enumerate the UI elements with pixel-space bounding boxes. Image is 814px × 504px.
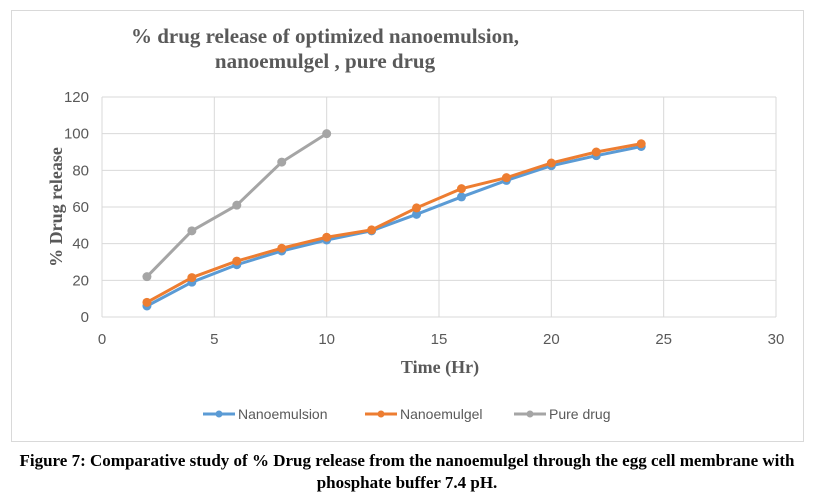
data-point-nanoemulgel — [501, 173, 511, 183]
data-point-pure-drug — [232, 200, 242, 210]
data-point-nanoemulgel — [591, 147, 601, 157]
data-point-nanoemulgel — [636, 139, 646, 149]
data-point-nanoemulgel — [142, 297, 152, 307]
legend-item-pure-drug: Pure drug — [514, 406, 610, 422]
y-tick-label: 20 — [72, 272, 89, 289]
data-point-nanoemulgel — [277, 243, 287, 253]
x-tick-label: 30 — [768, 331, 785, 348]
data-point-pure-drug — [277, 157, 287, 167]
x-axis-title: Time (Hr) — [401, 357, 479, 378]
data-point-nanoemulgel — [367, 225, 377, 235]
data-point-nanoemulgel — [187, 273, 197, 283]
y-tick-label: 80 — [72, 162, 89, 179]
data-point-nanoemulsion — [412, 209, 422, 219]
legend-label: Nanoemulgel — [400, 406, 483, 422]
data-point-nanoemulgel — [546, 158, 556, 168]
series-nanoemulgel — [142, 139, 646, 307]
series-nanoemulsion — [142, 142, 646, 311]
data-point-nanoemulsion — [456, 192, 466, 202]
y-tick-label: 40 — [72, 236, 89, 253]
x-tick-label: 5 — [210, 331, 218, 348]
y-axis-title: % Drug release — [46, 147, 66, 267]
figure-caption: Figure 7: Comparative study of % Drug re… — [19, 451, 795, 492]
data-point-nanoemulgel — [412, 203, 422, 213]
data-point-nanoemulgel — [232, 256, 242, 266]
legend-label: Nanoemulsion — [238, 406, 328, 422]
legend-marker-nanoemulgel — [377, 410, 385, 418]
chart-title: % drug release of optimized nanoemulsion… — [130, 24, 520, 73]
x-tick-label: 20 — [543, 331, 560, 348]
x-tick-label: 15 — [431, 331, 448, 348]
series-line-nanoemulgel — [146, 142, 642, 304]
y-tick-label: 0 — [81, 309, 89, 326]
data-point-pure-drug — [322, 129, 332, 139]
legend-marker-pure-drug — [526, 410, 534, 418]
legend-marker-nanoemulsion — [215, 410, 223, 418]
legend-item-nanoemulgel: Nanoemulgel — [365, 406, 483, 422]
x-tick-label: 10 — [318, 331, 335, 348]
x-tick-label: 25 — [655, 331, 672, 348]
y-tick-label: 60 — [72, 199, 89, 216]
data-point-pure-drug — [142, 272, 152, 282]
y-tick-labels: 0 20 40 60 80 100 120 — [64, 89, 89, 326]
series-pure-drug — [142, 129, 332, 282]
legend-label: Pure drug — [549, 406, 610, 422]
series-group — [142, 129, 646, 311]
data-point-nanoemulgel — [456, 184, 466, 194]
x-tick-label: 0 — [98, 331, 106, 348]
series-line-nanoemulsion — [146, 145, 642, 308]
data-point-nanoemulgel — [322, 232, 332, 242]
x-tick-labels: 0 5 10 15 20 25 30 — [98, 331, 785, 348]
legend: Nanoemulsion Nanoemulgel Pure drug — [203, 406, 610, 422]
y-tick-label: 100 — [64, 126, 89, 143]
chart-frame — [11, 10, 804, 442]
data-point-pure-drug — [187, 226, 197, 236]
legend-item-nanoemulsion: Nanoemulsion — [203, 406, 328, 422]
y-tick-label: 120 — [64, 89, 89, 106]
